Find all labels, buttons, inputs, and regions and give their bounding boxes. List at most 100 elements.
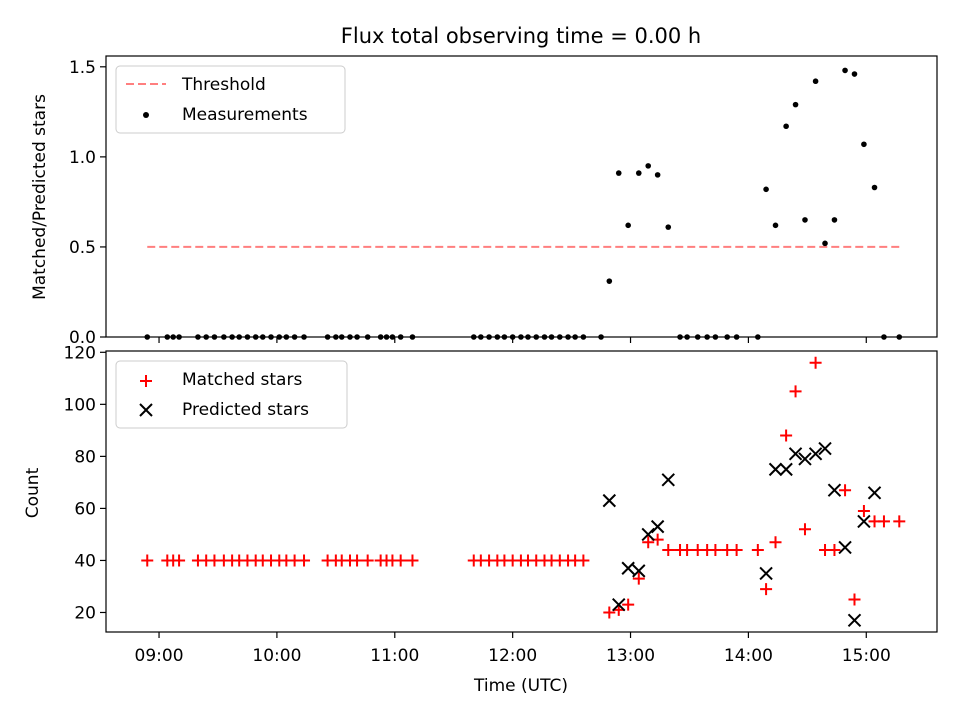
top-panel: 0.0 0.5 1.0 1.5 Matched/Predicted stars Thr… — [30, 55, 938, 348]
predicted-stars-point — [661, 473, 675, 487]
legend-measurements-label: Measurements — [182, 105, 308, 125]
matched-stars-point — [877, 515, 890, 528]
matched-stars-point — [173, 554, 186, 567]
predicted-stars-point — [759, 566, 773, 581]
predicted-stars-point — [857, 514, 871, 529]
predicted-stars-point — [808, 447, 823, 461]
matched-stars-point — [406, 554, 419, 567]
predicted-stars-point — [838, 540, 852, 555]
bottom-legend-box — [115, 360, 348, 429]
top-legend: Threshold Measurements — [115, 65, 346, 134]
matched-stars-point — [751, 544, 764, 557]
bottom-y-axis-label: Count — [23, 467, 43, 518]
matched-stars-point — [642, 536, 655, 549]
bottom-marks — [141, 356, 906, 627]
predicted-stars-point — [612, 597, 626, 612]
measurement-point — [665, 224, 672, 230]
measurement-point — [654, 172, 661, 178]
top-legend-box — [115, 65, 346, 134]
measurement-point — [831, 217, 838, 223]
matched-stars-point — [141, 554, 154, 567]
y-tick-label: 60 — [74, 499, 96, 519]
predicted-stars-point — [798, 452, 812, 466]
measurement-point — [851, 71, 858, 77]
measurement-point — [871, 184, 878, 191]
measurement-point — [772, 222, 779, 229]
matched-stars-point — [760, 583, 773, 596]
y-tick-label: 80 — [74, 447, 96, 467]
x-tick-label: 13:00 — [606, 646, 655, 666]
top-axes-frame — [105, 55, 938, 338]
predicted-stars-point — [632, 564, 646, 578]
measurement-point — [822, 240, 828, 247]
matched-stars-point — [828, 544, 841, 557]
legend-matched-label: Matched stars — [182, 370, 302, 390]
x-tick-label: 14:00 — [724, 646, 773, 666]
y-tick-label: 1.0 — [69, 148, 96, 168]
top-x-ticks — [158, 337, 867, 343]
measurement-point — [783, 123, 789, 130]
matched-stars-point — [789, 385, 802, 398]
predicted-stars-point — [827, 483, 842, 497]
y-tick-label: 20 — [74, 603, 96, 623]
measurement-point — [615, 170, 622, 176]
predicted-stars-point — [818, 441, 832, 456]
predicted-stars-point — [768, 462, 783, 477]
predicted-stars-point — [867, 486, 882, 500]
top-y-ticks: 0.0 0.5 1.0 1.5 — [69, 58, 106, 348]
matched-stars-point — [730, 544, 743, 557]
matched-stars-point — [603, 606, 616, 619]
measurement-point — [792, 101, 799, 108]
top-y-axis-label: Matched/Predicted stars — [30, 94, 50, 300]
bottom-panel: 20 40 60 80 100 120 09:00 10:00 11:00 12:00 13:00… — [23, 343, 938, 696]
y-tick-label: 0.5 — [69, 238, 96, 258]
matched-stars-point — [662, 544, 675, 557]
x-tick-label: 12:00 — [488, 646, 537, 666]
matched-stars-point — [351, 554, 364, 567]
x-tick-label: 09:00 — [135, 646, 184, 666]
matched-stars-point — [709, 544, 722, 557]
x-axis-label: Time (UTC) — [473, 676, 568, 696]
measurement-point — [812, 78, 819, 85]
matched-stars-point — [298, 554, 311, 567]
matched-stars-point — [848, 593, 861, 606]
bottom-legend: Matched stars Predicted stars — [115, 360, 348, 429]
x-tick-label: 11:00 — [370, 646, 419, 666]
predicted-stars-point — [641, 527, 655, 542]
matched-stars-point — [857, 505, 870, 518]
predicted-stars-point — [847, 613, 862, 627]
measurement-point — [635, 170, 642, 176]
matched-stars-point — [622, 598, 635, 611]
predicted-stars-point — [788, 447, 803, 461]
legend-threshold-label: Threshold — [181, 75, 266, 95]
matched-stars-point — [780, 429, 793, 442]
bottom-y-ticks: 20 40 60 80 100 120 — [64, 343, 106, 623]
y-tick-label: 1.5 — [69, 58, 96, 78]
matched-stars-point — [809, 356, 822, 369]
y-tick-label: 100 — [64, 395, 96, 415]
measurement-point — [606, 278, 613, 284]
measurement-point — [802, 217, 808, 223]
chart-title: Flux total observing time = 0.00 h — [341, 24, 701, 48]
predicted-stars-point — [621, 561, 635, 575]
matched-stars-point — [577, 554, 590, 567]
x-tick-label: 10:00 — [252, 646, 301, 666]
y-tick-label: 0.0 — [69, 328, 96, 348]
legend-measurements-swatch — [143, 112, 149, 118]
matched-stars-point — [769, 536, 782, 549]
legend-predicted-swatch — [139, 403, 153, 417]
predicted-stars-point — [650, 519, 665, 534]
measurement-point — [625, 222, 631, 229]
matched-stars-point — [839, 484, 852, 497]
measurement-point — [763, 186, 769, 193]
predicted-stars-point — [602, 493, 617, 508]
y-tick-label: 120 — [64, 343, 96, 363]
y-tick-label: 40 — [74, 551, 96, 571]
bottom-axes-frame — [105, 350, 938, 633]
measurement-point — [842, 67, 848, 74]
legend-matched-swatch — [140, 375, 152, 387]
matched-stars-point — [798, 523, 811, 536]
measurement-point — [861, 141, 867, 148]
matched-stars-point — [394, 554, 407, 567]
